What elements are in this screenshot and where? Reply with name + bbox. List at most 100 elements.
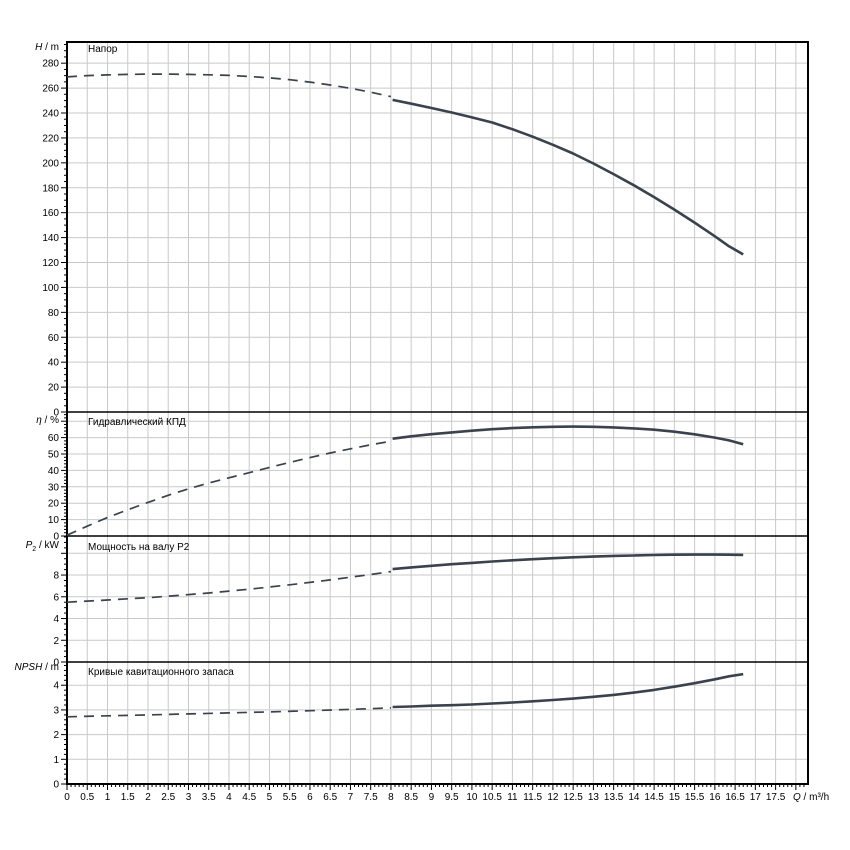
panel-title-power: Мощность на валу P2	[88, 542, 190, 553]
y-tick-label: 0	[53, 658, 59, 669]
panel-title-npsh: Кривые кавитационного запаса	[88, 667, 234, 678]
x-tick-label: 7.5	[364, 792, 378, 803]
y-tick-label: 260	[42, 84, 59, 95]
x-tick-label: 5	[267, 792, 273, 803]
x-tick-label: 16	[709, 792, 721, 803]
axis-separator: /	[42, 662, 51, 673]
y-tick-label: 10	[48, 515, 60, 526]
y-tick-label: 30	[48, 482, 60, 493]
power-axis-subscript: 2	[32, 546, 37, 553]
y-tick-label: 3	[53, 705, 59, 716]
npsh-axis-symbol: NPSH	[14, 662, 43, 673]
y-tick-label: 140	[42, 233, 59, 244]
x-tick-label: 10.5	[482, 792, 502, 803]
y-axis-caption-efficiency: η / %	[36, 415, 59, 431]
efficiency-curve-solid	[392, 425, 744, 446]
efficiency-curve-dashed	[66, 440, 392, 536]
y-tick-label: 180	[42, 183, 59, 194]
y-tick-label: 80	[48, 308, 60, 319]
y-tick-label: 50	[48, 450, 60, 461]
power-axis-symbol: P	[25, 540, 33, 551]
npsh-axis-unit: m	[50, 662, 59, 673]
x-tick-label: 9	[429, 792, 435, 803]
x-tick-label: 0	[64, 792, 70, 803]
x-tick-label: 17	[750, 792, 762, 803]
y-tick-label: 20	[48, 499, 60, 510]
x-axis-caption: Q / m³/h	[793, 792, 829, 804]
y-tick-label: 40	[48, 466, 60, 477]
x-tick-label: 12.5	[563, 792, 583, 803]
y-tick-label: 8	[53, 571, 59, 582]
panel-title-head: Напор	[88, 44, 118, 55]
x-tick-label: 14.5	[644, 792, 664, 803]
y-tick-label: 60	[48, 333, 60, 344]
head-axis-unit: m	[50, 42, 59, 53]
x-tick-label: 12	[547, 792, 559, 803]
x-tick-label: 1.5	[121, 792, 135, 803]
axis-separator: /	[36, 540, 45, 551]
x-tick-label: 17.5	[766, 792, 786, 803]
y-tick-label: 240	[42, 109, 59, 120]
y-tick-label: 20	[48, 383, 60, 394]
y-tick-label: 2	[53, 636, 59, 647]
x-tick-label: 3.5	[202, 792, 216, 803]
x-tick-label: 0.5	[80, 792, 94, 803]
x-tick-label: 15	[669, 792, 681, 803]
y-tick-label: 2	[53, 730, 59, 741]
y-tick-label: 1	[53, 755, 59, 766]
y-tick-label: 0	[53, 780, 59, 791]
x-tick-label: 10	[466, 792, 478, 803]
x-tick-label: 9.5	[445, 792, 459, 803]
head-curve-solid	[392, 98, 744, 256]
x-tick-label: 1	[105, 792, 111, 803]
x-tick-label: 6.5	[323, 792, 337, 803]
efficiency-axis-unit: %	[50, 415, 59, 426]
power-curve-solid	[392, 553, 744, 571]
y-tick-label: 0	[53, 532, 59, 543]
y-tick-label: 60	[48, 433, 60, 444]
y-tick-label: 220	[42, 133, 59, 144]
power-axis-unit: kW	[44, 540, 59, 551]
curves	[66, 73, 744, 718]
head-axis-symbol: H	[35, 42, 43, 53]
npsh-curve-solid	[392, 672, 744, 709]
panel-borders	[66, 41, 809, 785]
npsh-curve-dashed	[66, 707, 391, 718]
y-tick-label: 40	[48, 358, 60, 369]
x-tick-label: 13.5	[604, 792, 624, 803]
x-tick-label: 15.5	[685, 792, 705, 803]
x-tick-label: 2.5	[161, 792, 175, 803]
axis-separator: /	[41, 415, 51, 426]
head-curve-dashed	[66, 73, 392, 98]
x-tick-label: 4	[226, 792, 232, 803]
flow-axis-unit: m³/h	[809, 792, 830, 803]
y-axis-caption-power: P2 / kW	[26, 540, 59, 556]
x-tick-label: 16.5	[725, 792, 745, 803]
y-tick-label: 280	[42, 59, 59, 70]
power-curve-dashed	[66, 570, 392, 604]
y-tick-label: 0	[53, 408, 59, 419]
y-axis-caption-head: H / m	[35, 42, 59, 58]
x-tick-label: 4.5	[242, 792, 256, 803]
y-axis-caption-npsh: NPSH / m	[15, 662, 59, 678]
y-tick-label: 200	[42, 158, 59, 169]
x-tick-label: 6	[307, 792, 313, 803]
y-tick-label: 120	[42, 258, 59, 269]
x-tick-label: 8	[388, 792, 394, 803]
y-tick-label: 4	[53, 614, 59, 625]
tick-labels: 0204060801001201401601802002202402602800…	[42, 59, 785, 803]
y-tick-label: 160	[42, 208, 59, 219]
x-tick-label: 8.5	[404, 792, 418, 803]
panel-title-efficiency: Гидравлический КПД	[88, 417, 186, 428]
flow-axis-symbol: Q	[793, 792, 801, 803]
x-tick-label: 13	[588, 792, 600, 803]
axis-separator: /	[42, 42, 51, 53]
x-tick-label: 14	[628, 792, 640, 803]
y-tick-label: 6	[53, 592, 59, 603]
x-tick-label: 11	[507, 792, 518, 803]
x-tick-label: 11.5	[523, 792, 542, 803]
y-tick-label: 100	[42, 283, 59, 294]
axis-separator: /	[800, 792, 810, 803]
